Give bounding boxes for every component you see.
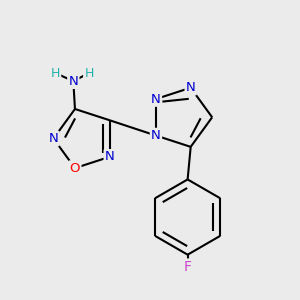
Text: N: N (68, 75, 78, 88)
Text: N: N (49, 132, 58, 145)
Text: O: O (70, 162, 80, 175)
Text: N: N (151, 129, 161, 142)
Text: N: N (151, 92, 161, 106)
Text: N: N (186, 81, 196, 94)
Text: N: N (105, 150, 115, 163)
Text: F: F (184, 260, 192, 274)
Text: H: H (51, 67, 60, 80)
Text: H: H (84, 67, 94, 80)
